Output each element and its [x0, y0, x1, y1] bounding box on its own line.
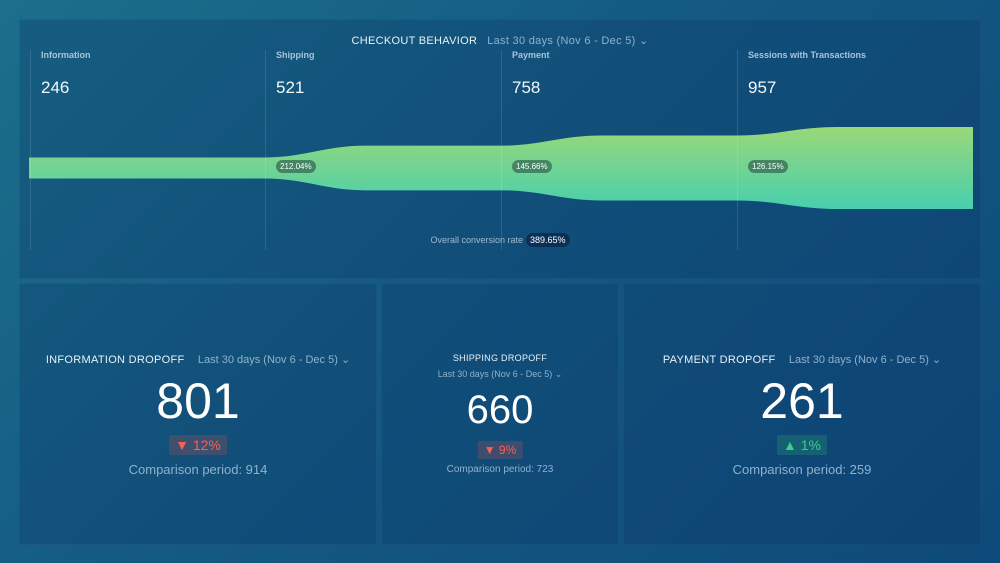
comparison-text: Comparison period: 259 [732, 462, 872, 477]
kpi-value: 660 [466, 388, 534, 432]
overall-conversion-rate: Overall conversion rate 389.65% [20, 233, 980, 247]
widget-title: SHIPPING DROPOFF [452, 353, 548, 363]
funnel-band [29, 127, 973, 209]
comparison-text: Comparison period: 914 [128, 462, 268, 477]
widget-title: INFORMATION DROPOFF [45, 354, 185, 366]
stage-rate: 212.04% [276, 160, 316, 173]
checkout-behavior-widget: CHECKOUT BEHAVIOR Last 30 days (Nov 6 - D… [19, 19, 981, 279]
widget-title: PAYMENT DROPOFF [662, 354, 776, 366]
stage-sessions-with-transactions: Sessions with Transactions 957 126.15% [737, 50, 973, 250]
funnel-chart [29, 127, 973, 209]
shipping-dropoff-widget: SHIPPING DROPOFF Last 30 days (Nov 6 - D… [381, 283, 619, 545]
stage-shipping: Shipping 521 212.04% [265, 50, 501, 250]
information-dropoff-widget: INFORMATION DROPOFF Last 30 days (Nov 6 … [19, 283, 377, 545]
stage-rate: 145.66% [512, 160, 552, 173]
change-badge: ▼ 12% [169, 435, 227, 455]
change-badge: ▲ 1% [777, 435, 827, 455]
stage-information: Information 246 [30, 50, 266, 250]
stage-rate: 126.15% [748, 160, 788, 173]
comparison-text: Comparison period: 723 [446, 464, 554, 475]
payment-dropoff-widget: PAYMENT DROPOFF Last 30 days (Nov 6 - De… [623, 283, 981, 545]
date-range-dropdown[interactable]: Last 30 days (Nov 6 - Dec 5) ⌄ [197, 354, 351, 366]
chevron-down-icon: ⌄ [638, 35, 649, 47]
stage-payment: Payment 758 145.66% [501, 50, 737, 250]
kpi-value: 261 [760, 373, 844, 429]
date-range-dropdown[interactable]: Last 30 days (Nov 6 - Dec 5) ⌄ [487, 35, 649, 47]
widget-title: CHECKOUT BEHAVIOR [351, 35, 478, 47]
change-badge: ▼ 9% [477, 441, 523, 459]
date-range-dropdown[interactable]: Last 30 days (Nov 6 - Dec 5) ⌄ [437, 369, 563, 379]
kpi-value: 801 [156, 373, 240, 429]
date-range-dropdown[interactable]: Last 30 days (Nov 6 - Dec 5) ⌄ [788, 354, 942, 366]
